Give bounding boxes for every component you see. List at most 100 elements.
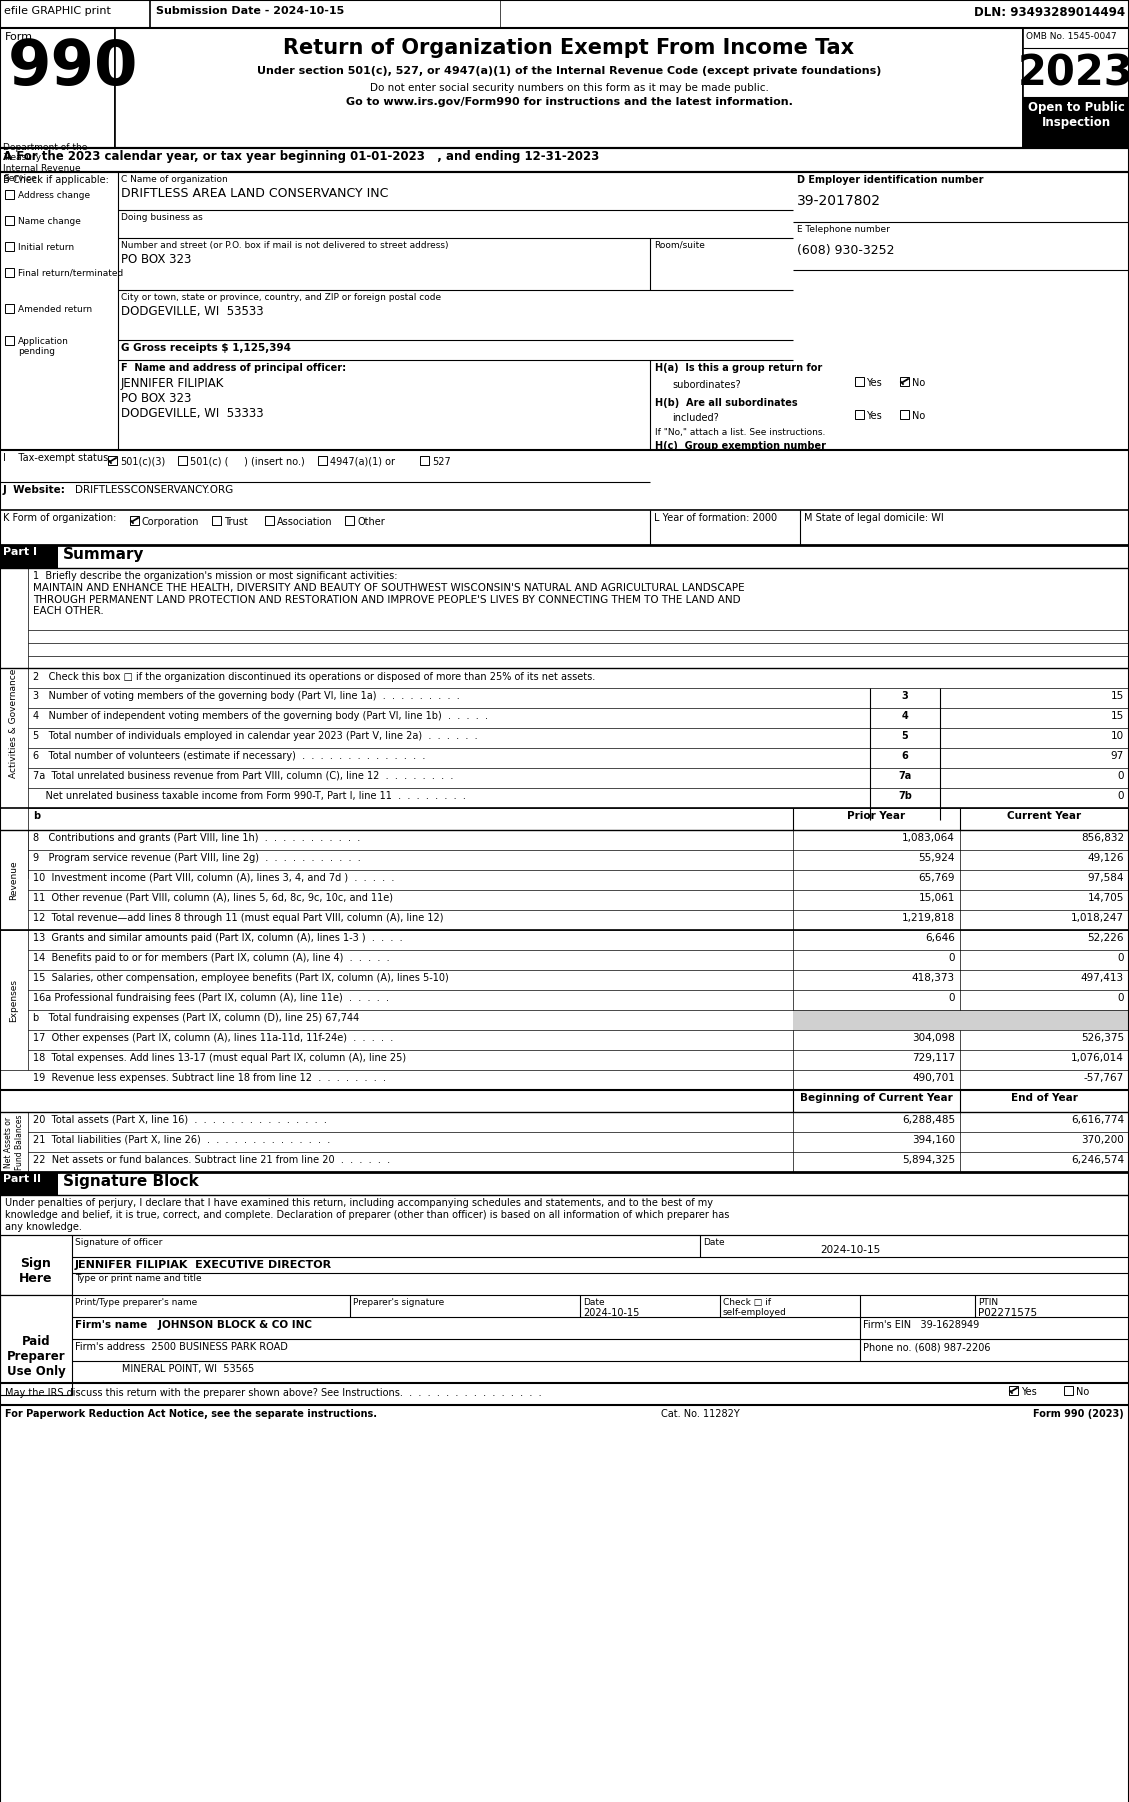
Text: Yes: Yes: [866, 378, 882, 387]
Text: 14  Benefits paid to or for members (Part IX, column (A), line 4)  .  .  .  .  .: 14 Benefits paid to or for members (Part…: [33, 953, 390, 962]
Text: Corporation: Corporation: [142, 517, 200, 526]
Text: Amended return: Amended return: [18, 305, 93, 314]
Text: Prior Year: Prior Year: [847, 811, 905, 822]
Text: 12  Total revenue—add lines 8 through 11 (must equal Part VIII, column (A), line: 12 Total revenue—add lines 8 through 11 …: [33, 914, 444, 923]
Text: Address change: Address change: [18, 191, 90, 200]
Text: 49,126: 49,126: [1087, 852, 1124, 863]
Text: 490,701: 490,701: [912, 1072, 955, 1083]
Text: C Name of organization: C Name of organization: [121, 175, 228, 184]
Text: Other: Other: [357, 517, 385, 526]
Text: 5: 5: [902, 732, 909, 741]
Bar: [0, 544, 58, 568]
Text: K Form of organization:: K Form of organization:: [3, 514, 116, 523]
Bar: [5, 335, 14, 344]
Text: Paid
Preparer
Use Only: Paid Preparer Use Only: [7, 1335, 65, 1379]
Text: 0: 0: [1118, 771, 1124, 780]
Text: JENNIFER FILIPIAK: JENNIFER FILIPIAK: [121, 377, 225, 389]
Text: G Gross receipts $ 1,125,394: G Gross receipts $ 1,125,394: [121, 342, 291, 353]
Text: 8   Contributions and grants (Part VIII, line 1h)  .  .  .  .  .  .  .  .  .  . : 8 Contributions and grants (Part VIII, l…: [33, 833, 360, 843]
Text: 14,705: 14,705: [1087, 894, 1124, 903]
Text: 4947(a)(1) or: 4947(a)(1) or: [330, 458, 395, 467]
Text: DRIFTLESSCONSERVANCY.ORG: DRIFTLESSCONSERVANCY.ORG: [75, 485, 234, 496]
Text: Summary: Summary: [63, 548, 145, 562]
Text: 7a  Total unrelated business revenue from Part VIII, column (C), line 12  .  .  : 7a Total unrelated business revenue from…: [33, 771, 454, 780]
Text: Activities & Governance: Activities & Governance: [9, 669, 18, 778]
Text: 4: 4: [902, 712, 909, 721]
Text: 526,375: 526,375: [1080, 1033, 1124, 1043]
Text: Date: Date: [583, 1297, 605, 1306]
Text: Do not enter social security numbers on this form as it may be made public.: Do not enter social security numbers on …: [369, 83, 769, 94]
Text: 97: 97: [1111, 751, 1124, 760]
Text: Check □ if: Check □ if: [723, 1297, 771, 1306]
Text: Current Year: Current Year: [1007, 811, 1082, 822]
Text: b   Total fundraising expenses (Part IX, column (D), line 25) 67,744: b Total fundraising expenses (Part IX, c…: [33, 1013, 359, 1024]
Text: Signature Block: Signature Block: [63, 1173, 199, 1189]
Text: Name change: Name change: [18, 216, 81, 225]
Text: 39-2017802: 39-2017802: [797, 195, 881, 207]
Text: MINERAL POINT, WI  53565: MINERAL POINT, WI 53565: [75, 1364, 254, 1373]
Text: 20  Total assets (Part X, line 16)  .  .  .  .  .  .  .  .  .  .  .  .  .  .  .: 20 Total assets (Part X, line 16) . . . …: [33, 1115, 327, 1124]
Text: 5,894,325: 5,894,325: [902, 1155, 955, 1166]
Text: Net unrelated business taxable income from Form 990-T, Part I, line 11  .  .  . : Net unrelated business taxable income fr…: [33, 791, 466, 802]
Text: M State of legal domicile: WI: M State of legal domicile: WI: [804, 514, 944, 523]
Bar: [1023, 29, 1129, 148]
Text: 990: 990: [8, 38, 139, 97]
Text: H(a)  Is this a group return for: H(a) Is this a group return for: [655, 362, 822, 373]
Text: (608) 930-3252: (608) 930-3252: [797, 243, 894, 258]
Bar: [0, 29, 1129, 148]
Text: H(c)  Group exemption number: H(c) Group exemption number: [655, 441, 826, 450]
Text: 15: 15: [1111, 690, 1124, 701]
Text: Room/suite: Room/suite: [654, 241, 704, 250]
Bar: [0, 0, 1129, 29]
Text: DODGEVILLE, WI  53333: DODGEVILLE, WI 53333: [121, 407, 264, 420]
Text: Doing business as: Doing business as: [121, 213, 203, 222]
Text: City or town, state or province, country, and ZIP or foreign postal code: City or town, state or province, country…: [121, 294, 441, 303]
Text: No: No: [1076, 1388, 1089, 1397]
Text: Part I: Part I: [3, 548, 37, 557]
Text: JENNIFER FILIPIAK  EXECUTIVE DIRECTOR: JENNIFER FILIPIAK EXECUTIVE DIRECTOR: [75, 1260, 332, 1270]
Text: Sign
Here: Sign Here: [19, 1258, 53, 1285]
Text: 501(c) (     ) (insert no.): 501(c) ( ) (insert no.): [190, 458, 305, 467]
Text: May the IRS discuss this return with the preparer shown above? See Instructions.: May the IRS discuss this return with the…: [5, 1388, 542, 1398]
Text: Under penalties of perjury, I declare that I have examined this return, includin: Under penalties of perjury, I declare th…: [5, 1198, 714, 1207]
Text: Under section 501(c), 527, or 4947(a)(1) of the Internal Revenue Code (except pr: Under section 501(c), 527, or 4947(a)(1)…: [256, 67, 882, 76]
Text: 19  Revenue less expenses. Subtract line 18 from line 12  .  .  .  .  .  .  .  .: 19 Revenue less expenses. Subtract line …: [33, 1072, 386, 1083]
Text: 52,226: 52,226: [1087, 933, 1124, 942]
Text: Go to www.irs.gov/Form990 for instructions and the latest information.: Go to www.irs.gov/Form990 for instructio…: [345, 97, 793, 106]
Bar: [0, 930, 28, 1070]
Text: 497,413: 497,413: [1080, 973, 1124, 984]
Text: Beginning of Current Year: Beginning of Current Year: [799, 1094, 953, 1103]
Text: Yes: Yes: [1021, 1388, 1036, 1397]
Bar: [1023, 97, 1129, 148]
Text: DLN: 93493289014494: DLN: 93493289014494: [974, 5, 1124, 20]
Text: PTIN: PTIN: [978, 1297, 998, 1306]
Text: 1  Briefly describe the organization's mission or most significant activities:: 1 Briefly describe the organization's mi…: [33, 571, 397, 580]
Text: 21  Total liabilities (Part X, line 26)  .  .  .  .  .  .  .  .  .  .  .  .  .  : 21 Total liabilities (Part X, line 26) .…: [33, 1135, 331, 1144]
Text: Type or print name and title: Type or print name and title: [75, 1274, 202, 1283]
Text: 17  Other expenses (Part IX, column (A), lines 11a-11d, 11f-24e)  .  .  .  .  .: 17 Other expenses (Part IX, column (A), …: [33, 1033, 393, 1043]
Text: 3   Number of voting members of the governing body (Part VI, line 1a)  .  .  .  : 3 Number of voting members of the govern…: [33, 690, 460, 701]
Text: I    Tax-exempt status:: I Tax-exempt status:: [3, 452, 112, 463]
Bar: [900, 411, 909, 420]
Text: 527: 527: [432, 458, 450, 467]
Text: H(b)  Are all subordinates: H(b) Are all subordinates: [655, 398, 797, 407]
Text: Phone no. (608) 987-2206: Phone no. (608) 987-2206: [863, 1342, 990, 1352]
Text: 1,219,818: 1,219,818: [902, 914, 955, 923]
Text: L Year of formation: 2000: L Year of formation: 2000: [654, 514, 777, 523]
Bar: [5, 305, 14, 314]
Text: 729,117: 729,117: [912, 1052, 955, 1063]
Bar: [793, 1009, 1129, 1031]
Text: 1,076,014: 1,076,014: [1071, 1052, 1124, 1063]
Text: 97,584: 97,584: [1087, 872, 1124, 883]
Text: 4   Number of independent voting members of the governing body (Part VI, line 1b: 4 Number of independent voting members o…: [33, 712, 488, 721]
Text: 5   Total number of individuals employed in calendar year 2023 (Part V, line 2a): 5 Total number of individuals employed i…: [33, 732, 478, 741]
Text: 370,200: 370,200: [1082, 1135, 1124, 1144]
Bar: [0, 1296, 72, 1395]
Text: 2024-10-15: 2024-10-15: [583, 1308, 639, 1317]
Text: 13  Grants and similar amounts paid (Part IX, column (A), lines 1-3 )  .  .  .  : 13 Grants and similar amounts paid (Part…: [33, 933, 403, 942]
Bar: [0, 1171, 58, 1195]
Text: B Check if applicable:: B Check if applicable:: [3, 175, 108, 186]
Text: 16a Professional fundraising fees (Part IX, column (A), line 11e)  .  .  .  .  .: 16a Professional fundraising fees (Part …: [33, 993, 390, 1004]
Text: PO BOX 323: PO BOX 323: [121, 393, 192, 405]
Text: -57,767: -57,767: [1084, 1072, 1124, 1083]
